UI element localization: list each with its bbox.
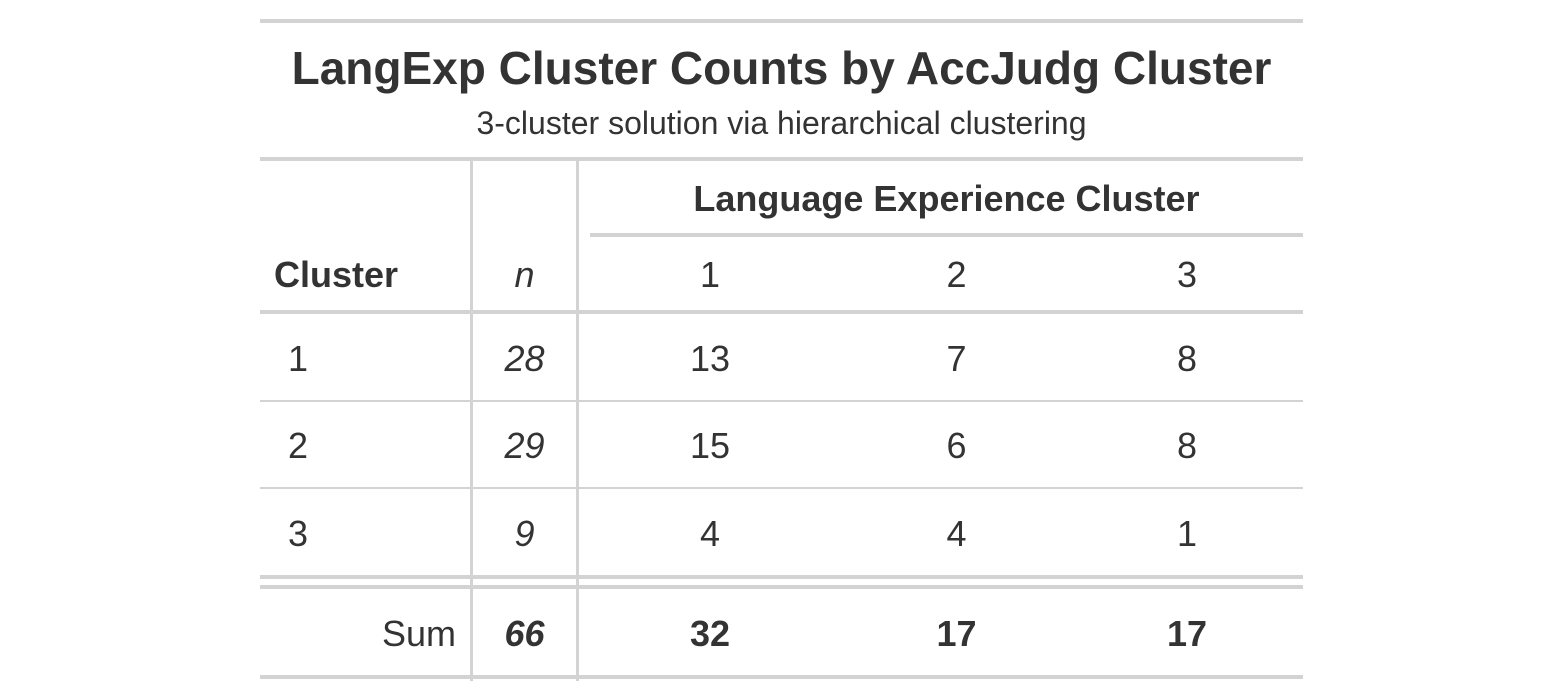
n-column-separator (576, 161, 579, 681)
column-labels-border (260, 310, 1303, 314)
spanner-label: Language Experience Cluster (693, 178, 1200, 219)
row-2-c2: 6 (946, 425, 967, 466)
row-3-c1: 4 (699, 513, 721, 554)
row-1-c2: 7 (946, 338, 967, 379)
table-top-border (260, 19, 1303, 23)
column-header-1: 1 (699, 254, 721, 295)
row-1-n: 28 (504, 338, 545, 379)
summary-c3: 17 (1166, 613, 1208, 654)
row-2-c3: 8 (1176, 425, 1198, 466)
table-subtitle: 3-cluster solution via hierarchical clus… (476, 105, 1087, 141)
row-1-border (260, 400, 1303, 402)
column-header-2: 2 (946, 254, 967, 295)
summary-n: 66 (504, 613, 545, 654)
row-3-c2: 4 (946, 513, 967, 554)
column-header-3: 3 (1176, 254, 1198, 295)
heading-border (260, 157, 1303, 161)
spanner-underline (590, 233, 1303, 237)
table-bottom-border (260, 675, 1303, 679)
row-1-c3: 8 (1176, 338, 1198, 379)
row-2-border (260, 487, 1303, 489)
column-header-n: n (514, 254, 535, 295)
column-header-cluster: Cluster (274, 254, 399, 295)
summary-top-border-2 (260, 585, 1303, 589)
row-3-c3: 1 (1176, 513, 1198, 554)
row-3-cluster: 3 (288, 513, 309, 554)
summary-top-border-1 (260, 575, 1303, 579)
row-2-c1: 15 (689, 425, 731, 466)
row-1-c1: 13 (689, 338, 731, 379)
cluster-counts-table: LangExp Cluster Counts by AccJudg Cluste… (260, 19, 1303, 681)
stub-separator (470, 161, 473, 681)
summary-c2: 17 (936, 613, 977, 654)
row-1-cluster: 1 (288, 338, 309, 379)
summary-c1: 32 (689, 613, 731, 654)
summary-label: Sum (381, 613, 456, 654)
table-title: LangExp Cluster Counts by AccJudg Cluste… (291, 42, 1272, 94)
row-2-n: 29 (504, 425, 545, 466)
row-3-n: 9 (514, 513, 535, 554)
row-2-cluster: 2 (288, 425, 309, 466)
